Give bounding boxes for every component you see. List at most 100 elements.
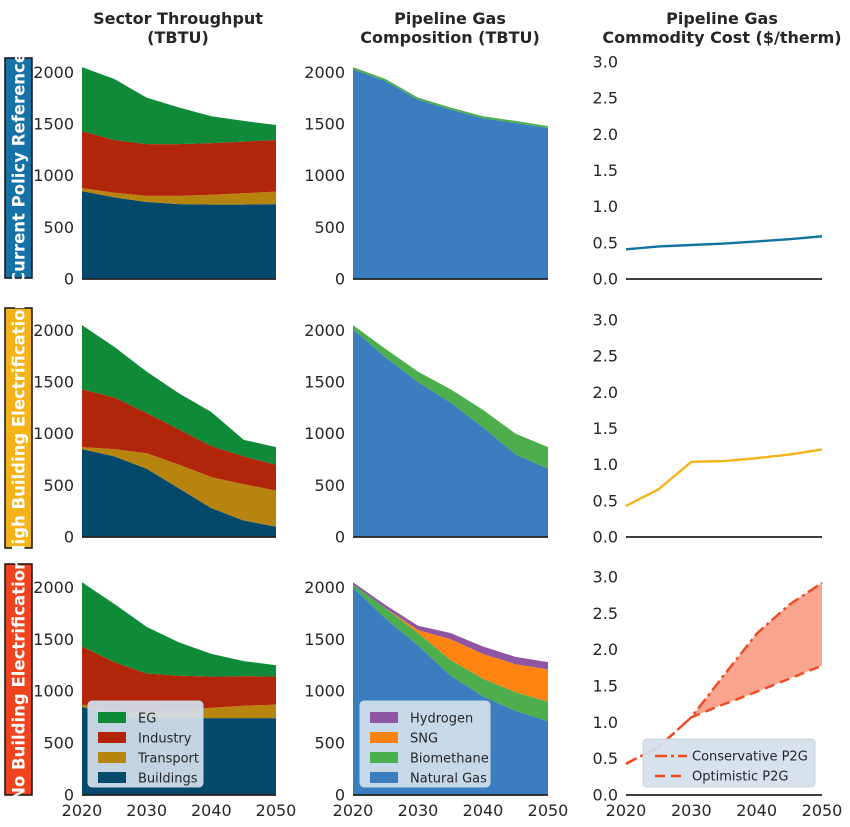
y-tick-label: 1000: [304, 424, 345, 443]
column-title-3-line-1: Pipeline Gas: [666, 9, 778, 28]
y-tick-label: 2.0: [593, 640, 618, 659]
y-tick-label: 500: [43, 476, 74, 495]
x-tick-label: 2020: [62, 801, 103, 820]
legend-label-eg: EG: [138, 712, 156, 727]
legend-swatch: [98, 772, 126, 783]
row-label-2: High Building Electrification: [10, 298, 29, 559]
y-tick-label: 1000: [304, 166, 345, 185]
area-buildings: [82, 449, 276, 537]
y-tick-label: 1000: [33, 682, 74, 701]
legend-label-industry: Industry: [138, 732, 192, 747]
y-tick-label: 2.0: [593, 125, 618, 144]
column-title-3-line-2: Commodity Cost ($/therm): [602, 28, 841, 47]
legend-swatch: [370, 772, 398, 783]
y-tick-label: 500: [314, 734, 345, 753]
x-tick-label: 2050: [256, 801, 297, 820]
area-eg: [82, 325, 276, 465]
area-natural-gas: [353, 69, 548, 279]
row-label-1: Current Policy Reference: [10, 52, 29, 284]
legend-swatch: [98, 712, 126, 723]
x-tick-label: 2040: [736, 801, 777, 820]
legend-label-buildings: Buildings: [138, 772, 198, 787]
panel-2-3: 0.0 0.5 1.0 1.5 2.0 2.5 3.0: [593, 311, 823, 547]
y-tick-label: 1.0: [593, 713, 618, 732]
y-tick-label: 3.0: [593, 311, 618, 330]
x-tick-label: 2030: [126, 801, 167, 820]
row-label-box-3: [4, 563, 33, 796]
y-tick-label: 0.5: [593, 491, 618, 510]
y-tick-label: 2.0: [593, 383, 618, 402]
legend-label-natural-gas: Natural Gas: [410, 772, 487, 787]
legend-label-conservative-p2g: Conservative P2G: [692, 750, 808, 765]
y-tick-label: 2000: [304, 63, 345, 82]
column-title-2-line-2: Composition (TBTU): [360, 28, 540, 47]
y-tick-label: 2.5: [593, 89, 618, 108]
y-tick-label: 0: [335, 528, 345, 547]
panel-2-1: 0 500 1000 1500 2000: [33, 321, 276, 547]
y-tick-label: 0.0: [593, 270, 618, 289]
y-tick-label: 500: [43, 218, 74, 237]
area-transport: [82, 188, 276, 205]
column-title-2-line-1: Pipeline Gas: [394, 9, 506, 28]
y-tick-label: 0: [335, 786, 345, 805]
row-label-box-1: [4, 57, 33, 279]
y-tick-label: 2.5: [593, 347, 618, 366]
legend-composition: Hydrogen SNG Biomethane Natural Gas: [359, 700, 491, 788]
panel-1-3: 0.0 0.5 1.0 1.5 2.0 2.5 3.0: [593, 53, 823, 289]
y-tick-label: 0.0: [593, 786, 618, 805]
y-tick-label: 1000: [33, 424, 74, 443]
y-tick-label: 1.0: [593, 455, 618, 474]
area-natural-gas: [353, 329, 548, 537]
legend-swatch: [370, 712, 398, 723]
y-tick-label: 1000: [304, 682, 345, 701]
area-biomethane: [353, 325, 548, 469]
y-tick-label: 500: [43, 734, 74, 753]
y-tick-label: 1500: [304, 630, 345, 649]
area-industry: [82, 131, 276, 196]
cost-line: [625, 448, 823, 507]
y-tick-label: 3.0: [593, 53, 618, 72]
legend-swatch: [98, 752, 126, 763]
y-tick-label: 0.0: [593, 528, 618, 547]
y-tick-label: 1.5: [593, 161, 618, 180]
x-tick-label: 2040: [191, 801, 232, 820]
y-tick-label: 1500: [33, 373, 74, 392]
legend-label-transport: Transport: [137, 752, 199, 767]
y-tick-label: 0: [64, 786, 74, 805]
x-tick-label: 2030: [671, 801, 712, 820]
legend-cost: Conservative P2G Optimistic P2G: [642, 738, 816, 788]
legend-frame: [642, 738, 816, 788]
area-industry: [82, 646, 276, 712]
y-tick-label: 2000: [304, 321, 345, 340]
y-tick-label: 2000: [33, 63, 74, 82]
row-label-3: No Building Electrification: [10, 558, 29, 801]
y-tick-label: 1.5: [593, 419, 618, 438]
y-tick-label: 2.5: [593, 604, 618, 623]
y-tick-label: 2000: [304, 578, 345, 597]
y-tick-label: 0.5: [593, 749, 618, 768]
panel-1-1: 0 500 1000 1500 2000: [33, 63, 276, 289]
x-tick-label: 2050: [802, 801, 843, 820]
y-tick-label: 3.0: [593, 568, 618, 587]
y-tick-label: 0.5: [593, 233, 618, 252]
area-industry: [82, 389, 276, 491]
legend-label-optimistic-p2g: Optimistic P2G: [692, 770, 788, 785]
panel-2-2: 0 500 1000 1500 2000: [304, 321, 548, 547]
legend-swatch: [370, 732, 398, 743]
cost-line: [625, 235, 823, 251]
area-transport: [82, 447, 276, 527]
y-tick-label: 1500: [304, 115, 345, 134]
legend-sector: EG Industry Transport Buildings: [87, 700, 204, 788]
y-tick-label: 2000: [33, 578, 74, 597]
y-tick-label: 1.0: [593, 197, 618, 216]
x-tick-label: 2020: [606, 801, 647, 820]
area-eg: [82, 67, 276, 145]
legend-label-sng: SNG: [410, 732, 438, 747]
area-eg: [82, 582, 276, 677]
y-tick-label: 500: [314, 218, 345, 237]
legend-swatch: [98, 732, 126, 743]
line-conservative-p2g: [625, 581, 823, 765]
row-label-box-2: [4, 307, 33, 549]
cost-band: [626, 582, 822, 764]
